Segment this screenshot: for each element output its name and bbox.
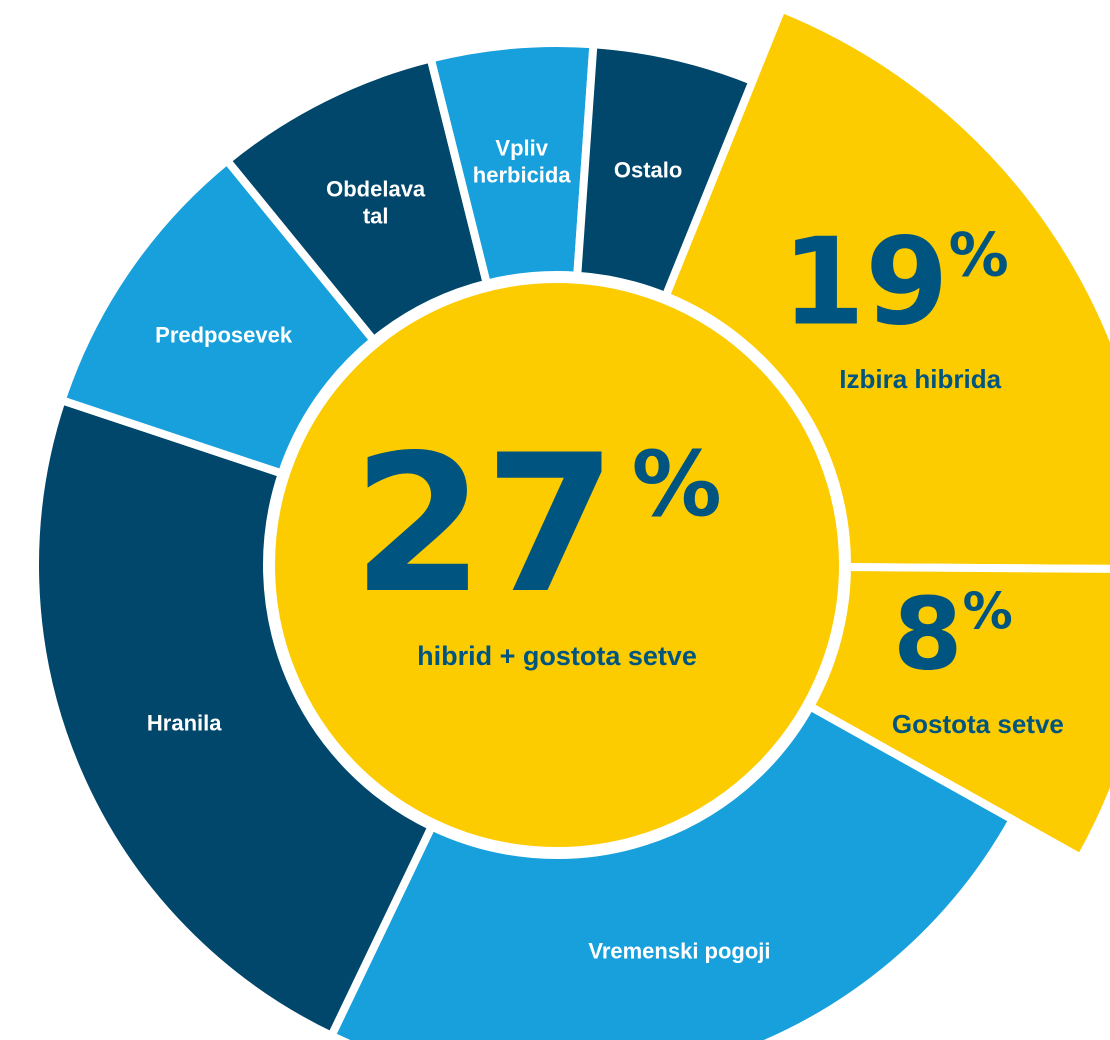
value-number: 19 <box>782 214 949 353</box>
center-label: hibrid + gostota setve <box>417 641 697 671</box>
segment-label: Vremenski pogoji <box>588 938 771 964</box>
value-unit: % <box>949 221 1009 291</box>
center-circle <box>267 275 847 855</box>
segment-label: Obdelava tal <box>326 176 426 229</box>
segment-label: Ostalo <box>613 157 683 183</box>
segment-label: Vpliv herbicida <box>472 135 571 188</box>
segment-value: 8% <box>893 576 1013 693</box>
segment-value: 19% <box>782 214 1009 353</box>
center-number: 27 <box>352 414 616 635</box>
segment-label: Predposevek <box>155 322 293 348</box>
segment-label: Izbira hibrida <box>839 363 1002 394</box>
value-unit: % <box>963 583 1013 641</box>
segment-label: Gostota setve <box>891 708 1064 739</box>
segment-label: Hranila <box>146 710 222 736</box>
center-unit: % <box>632 432 722 537</box>
center-value: 27% <box>352 414 722 635</box>
value-number: 8 <box>893 576 963 693</box>
